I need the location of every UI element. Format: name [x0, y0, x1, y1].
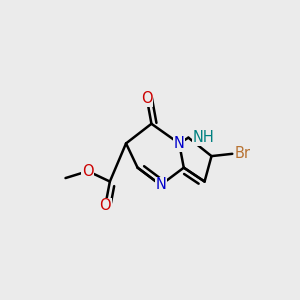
Text: NH: NH: [193, 130, 214, 145]
Text: N: N: [174, 136, 184, 151]
Text: O: O: [99, 198, 111, 213]
Text: N: N: [155, 178, 166, 193]
Text: O: O: [141, 91, 153, 106]
Text: O: O: [82, 164, 94, 178]
Text: Br: Br: [235, 146, 251, 161]
